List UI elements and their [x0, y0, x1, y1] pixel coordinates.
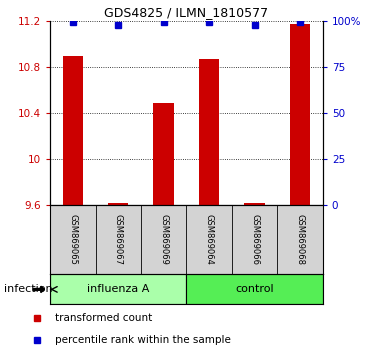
Title: GDS4825 / ILMN_1810577: GDS4825 / ILMN_1810577 [104, 6, 269, 19]
Text: GSM869067: GSM869067 [114, 214, 123, 266]
Text: influenza A: influenza A [87, 284, 150, 295]
Bar [290, 23, 310, 205]
Text: infection: infection [4, 284, 52, 295]
Bar [108, 203, 128, 205]
Bar [199, 59, 219, 205]
Text: GSM869065: GSM869065 [68, 215, 77, 265]
Text: GSM869066: GSM869066 [250, 214, 259, 266]
Text: transformed count: transformed count [55, 313, 152, 323]
Text: percentile rank within the sample: percentile rank within the sample [55, 335, 230, 345]
Bar [63, 56, 83, 205]
Text: GSM869069: GSM869069 [159, 215, 168, 265]
Bar [50, 274, 187, 304]
Text: control: control [235, 284, 274, 295]
Bar [154, 103, 174, 205]
Bar [244, 203, 265, 205]
Bar [187, 274, 323, 304]
Text: GSM869068: GSM869068 [296, 214, 305, 266]
Text: GSM869064: GSM869064 [205, 215, 214, 265]
